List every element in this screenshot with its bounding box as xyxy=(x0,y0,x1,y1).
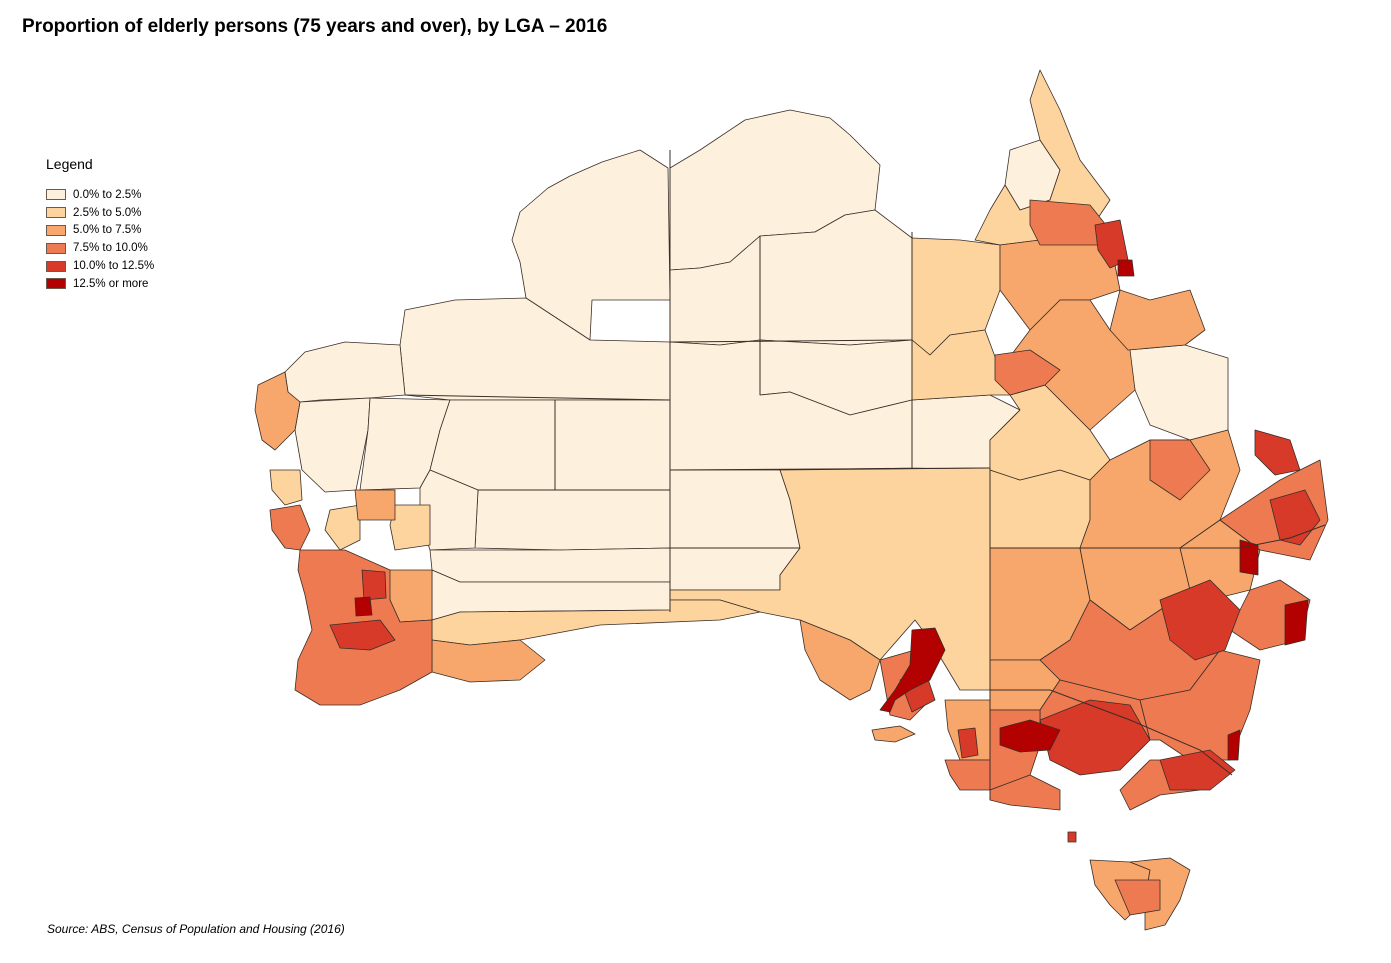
legend-item: 5.0% to 7.5% xyxy=(46,222,154,240)
lga-class-4-regions xyxy=(329,219,1321,843)
region-wa-esperance xyxy=(431,639,546,683)
region-wa-sandstone xyxy=(324,504,361,551)
region-nsw-inland-belt xyxy=(1159,579,1241,661)
region-qld-barcaldine xyxy=(1127,344,1229,441)
region-qld-coast-mackay xyxy=(1109,289,1206,351)
region-wa-great-southern xyxy=(329,619,396,651)
legend-swatch xyxy=(46,242,66,254)
legend-label: 7.5% to 10.0% xyxy=(73,242,148,255)
legend-label: 2.5% to 5.0% xyxy=(73,206,142,219)
border-nt-sa xyxy=(669,467,991,471)
region-sa-limestone-coast xyxy=(944,759,991,791)
region-tas-midlands xyxy=(1114,879,1161,916)
region-nsw-great-lakes xyxy=(1239,539,1259,576)
lga-class-0-regions xyxy=(284,109,1229,621)
region-wa-meekatharra xyxy=(354,489,396,521)
region-wa-carnarvon xyxy=(254,371,301,451)
legend-swatch xyxy=(46,224,66,236)
region-sa-kangaroo-island xyxy=(871,725,916,743)
region-sa-spencer-gulf xyxy=(879,627,946,713)
region-vic-cape-otway xyxy=(1067,831,1077,843)
border-nt-inner-2 xyxy=(669,339,913,343)
region-wa-narrogin xyxy=(361,569,387,601)
region-qld-maranoa xyxy=(1149,439,1211,501)
region-nt-macdonnell xyxy=(669,469,801,549)
legend-item: 10.0% to 12.5% xyxy=(46,257,154,275)
legend-title: Legend xyxy=(46,156,93,172)
region-laverton xyxy=(474,489,671,551)
legend-label: 12.5% or more xyxy=(73,277,149,290)
legend-swatch xyxy=(46,207,66,219)
legend-item: 0.0% to 2.5% xyxy=(46,186,154,204)
region-wa-kondinin xyxy=(354,596,373,617)
region-qld-cape-york xyxy=(974,69,1111,246)
region-nsw-eurobodalla xyxy=(1227,729,1241,761)
map-title: Proportion of elderly persons (75 years … xyxy=(22,16,608,37)
region-nsw-port-macquarie xyxy=(1284,599,1309,646)
region-qld-townsville xyxy=(1117,259,1135,277)
region-qld-south-west xyxy=(989,469,1091,549)
source-note: Source: ABS, Census of Population and Ho… xyxy=(47,922,345,936)
region-sa-outback xyxy=(669,467,991,691)
region-wa-ashburton-coast xyxy=(269,469,303,506)
legend-swatch xyxy=(46,189,66,201)
border-wa-inner-2 xyxy=(404,394,671,401)
region-vic-buloke xyxy=(999,719,1061,753)
legend-item: 12.5% or more xyxy=(46,275,154,293)
legend-label: 5.0% to 7.5% xyxy=(73,224,142,237)
region-ngaanyatjarraku xyxy=(554,399,671,491)
region-gascoyne xyxy=(294,397,371,493)
border-qld-nsw xyxy=(990,524,1326,549)
lga-class-1-regions xyxy=(269,69,1111,691)
border-nsw-vic xyxy=(990,689,1233,776)
region-pilbara xyxy=(399,297,671,401)
legend-label: 10.0% to 12.5% xyxy=(73,260,155,273)
region-sa-robe xyxy=(957,727,979,759)
region-qld-fraser-coast xyxy=(1254,429,1301,476)
legend-item: 7.5% to 10.0% xyxy=(46,239,154,257)
region-wa-midwest xyxy=(269,504,311,551)
legend-swatch xyxy=(46,278,66,290)
legend-label: 0.0% to 2.5% xyxy=(73,188,142,201)
lga-class-5-regions xyxy=(354,259,1309,761)
region-sa-eyre xyxy=(799,619,881,701)
region-kalgoorlie-east xyxy=(429,547,671,583)
region-wiluna xyxy=(429,399,556,491)
region-vic-north-central xyxy=(1039,699,1151,776)
region-qld-winton xyxy=(994,349,1061,396)
state-borders xyxy=(404,150,1326,800)
region-pilbara-west xyxy=(284,341,406,403)
legend: Legend 0.0% to 2.5% 2.5% to 5.0% 5.0% to… xyxy=(46,156,154,293)
legend-swatch xyxy=(46,260,66,272)
region-wa-yalgoo xyxy=(389,504,431,551)
legend-item: 2.5% to 5.0% xyxy=(46,204,154,222)
